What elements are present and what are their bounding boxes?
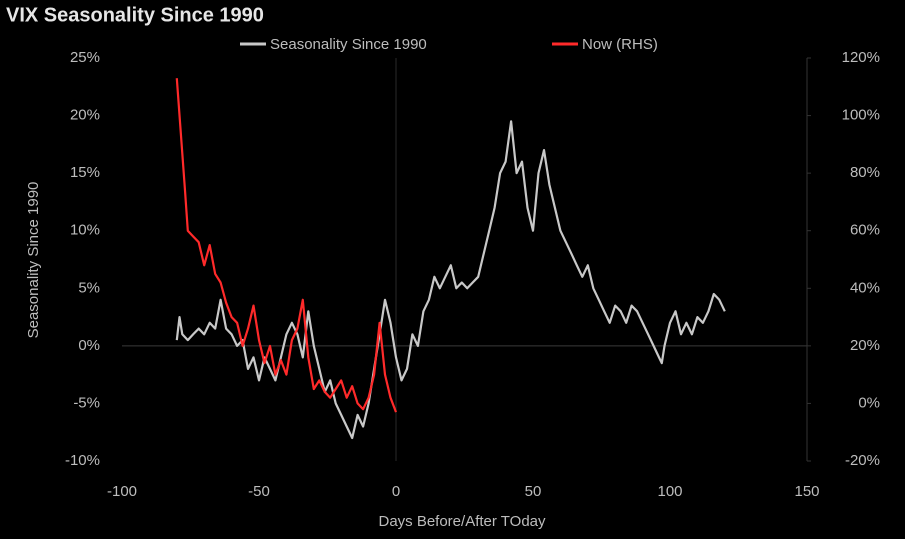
y-tick-label: 5% [78,279,100,296]
y-tick-label: 20% [70,107,100,124]
x-tick-label: -100 [107,483,137,500]
x-tick-label: 0 [392,483,400,500]
legend-label: Seasonality Since 1990 [270,36,427,53]
y2-tick-label: -20% [845,452,880,469]
y2-tick-label: 120% [842,49,880,66]
x-tick-label: 50 [525,483,542,500]
series-line [175,120,726,440]
y-tick-label: -10% [65,452,100,469]
series-line [175,78,398,413]
x-axis-label: Days Before/After TOday [378,513,546,530]
y2-tick-label: 60% [850,222,880,239]
y-tick-label: 25% [70,49,100,66]
y2-tick-label: 40% [850,279,880,296]
legend-label: Now (RHS) [582,36,658,53]
y2-tick-label: 80% [850,164,880,181]
chart-title: VIX Seasonality Since 1990 [6,4,264,26]
x-tick-label: -50 [248,483,270,500]
x-tick-label: 150 [794,483,819,500]
y-tick-label: 10% [70,222,100,239]
y-axis-label: Seasonality Since 1990 [25,182,42,339]
y2-tick-label: 100% [842,107,880,124]
y-tick-label: -5% [73,394,100,411]
y-tick-label: 15% [70,164,100,181]
y2-tick-label: 0% [858,394,880,411]
y-tick-label: 0% [78,337,100,354]
x-tick-label: 100 [657,483,682,500]
y2-tick-label: 20% [850,337,880,354]
